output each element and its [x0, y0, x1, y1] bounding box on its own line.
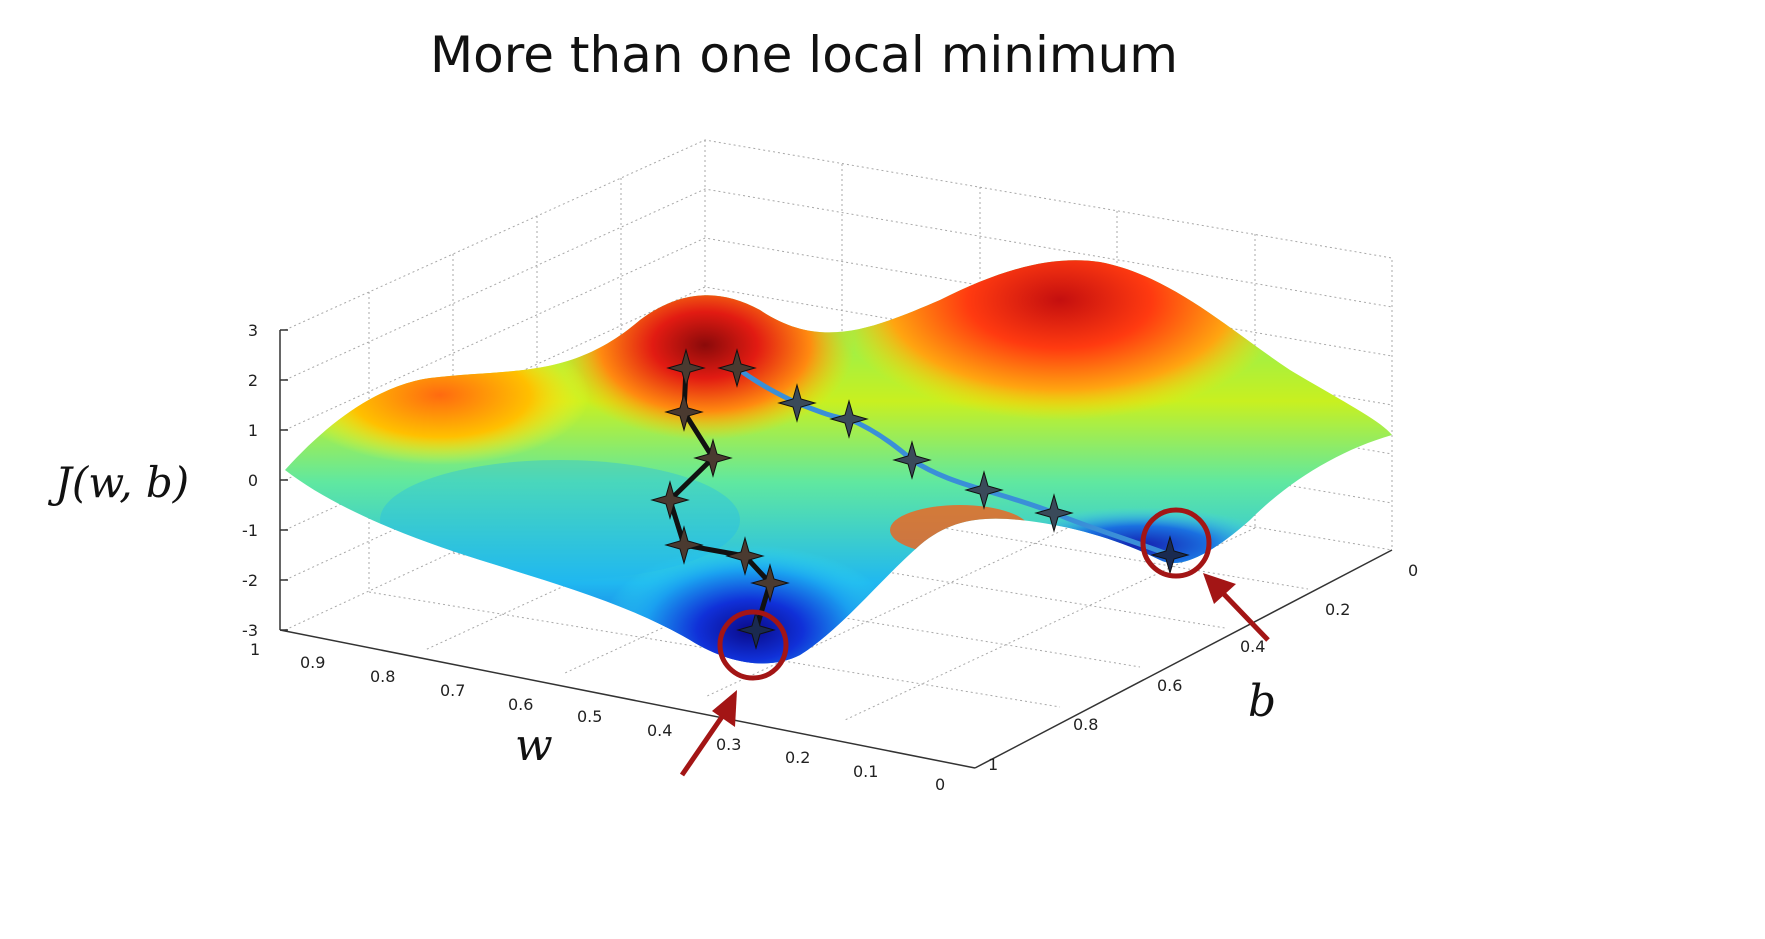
w-tick-labels: 1 0.9 0.8 0.7 0.6 0.5 0.4 0.3 0.2 0.1 0	[250, 640, 945, 794]
b-tick-label: 0.8	[1073, 715, 1098, 734]
w-tick-label: 0.1	[853, 762, 878, 781]
blue-descent-path	[717, 348, 1190, 575]
w-tick-label: 0.5	[577, 707, 602, 726]
z-tick-label: 0	[248, 471, 258, 490]
z-tick-label: 1	[248, 421, 258, 440]
z-axis-label: J(w, b)	[47, 458, 189, 507]
slide-title: More than one local minimum	[430, 26, 1178, 84]
b-tick-label: 0	[1408, 561, 1418, 580]
b-tick-label: 0.2	[1325, 600, 1350, 619]
path-step-star	[777, 383, 817, 423]
w-axis-label: w	[515, 720, 553, 771]
path-step-star	[666, 348, 706, 388]
b-axis-label: b	[1248, 676, 1276, 727]
path-step-star	[750, 563, 790, 603]
path-step-star	[736, 610, 776, 650]
z-tick-label: -3	[242, 621, 258, 640]
path-step-star	[725, 536, 765, 576]
z-tick-label: 3	[248, 321, 258, 340]
path-step-star	[892, 440, 932, 480]
arrow-right	[1203, 573, 1270, 642]
w-tick-label: 0.3	[716, 735, 741, 754]
path-step-star	[664, 392, 704, 432]
minimum-circle-right	[1140, 507, 1212, 579]
w-tick-label: 0.8	[370, 667, 395, 686]
cost-surface	[285, 260, 1392, 664]
z-tick-label: -2	[242, 571, 258, 590]
w-tick-label: 0.4	[647, 721, 672, 740]
path-step-star	[693, 438, 733, 478]
local-minimum-markers	[679, 507, 1270, 777]
path-step-star	[650, 480, 690, 520]
path-step-star	[829, 399, 869, 439]
path-step-star	[664, 525, 704, 565]
b-tick-labels: 0 0.2 0.4 0.6 0.8 1	[988, 561, 1418, 774]
w-tick-label: 1	[250, 640, 260, 659]
w-tick-label: 0	[935, 775, 945, 794]
w-axis	[279, 629, 976, 769]
b-axis	[974, 549, 1393, 769]
w-tick-label: 0.2	[785, 748, 810, 767]
b-tick-label: 1	[988, 755, 998, 774]
z-tick-label: 2	[248, 371, 258, 390]
w-tick-label: 0.7	[440, 681, 465, 700]
z-tick-labels: 3 2 1 0 -1 -2 -3	[242, 321, 258, 640]
w-tick-label: 0.9	[300, 653, 325, 672]
black-descent-path	[650, 348, 790, 650]
path-step-star	[717, 348, 757, 388]
b-tick-label: 0.4	[1240, 637, 1265, 656]
b-tick-label: 0.6	[1157, 676, 1182, 695]
path-step-star	[964, 470, 1004, 510]
z-tick-label: -1	[242, 521, 258, 540]
arrow-left	[679, 690, 737, 777]
minimum-circle-left	[717, 609, 789, 681]
w-tick-label: 0.6	[508, 695, 533, 714]
path-step-star	[1034, 493, 1074, 533]
